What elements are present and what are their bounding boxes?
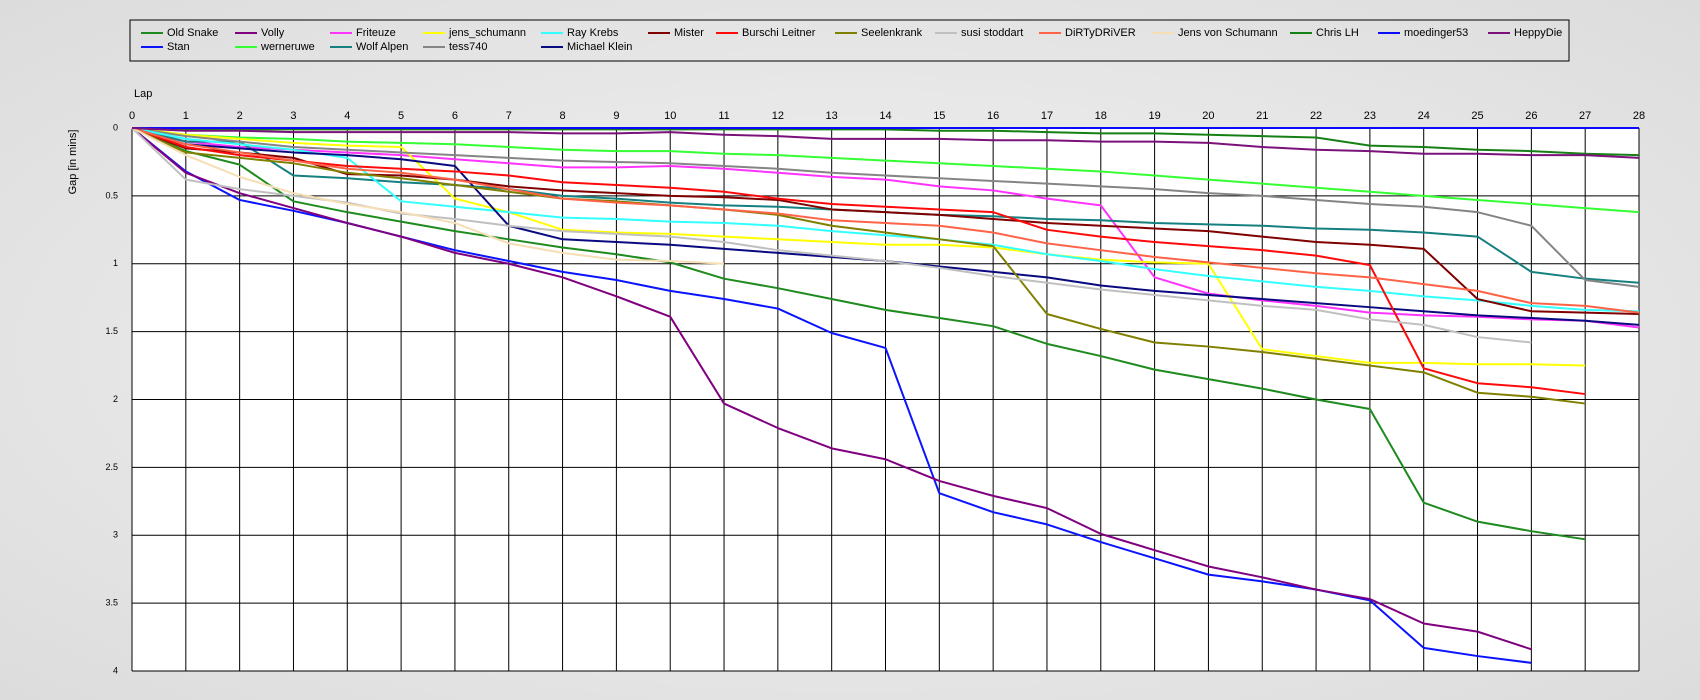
series-line	[131, 127, 1586, 405]
x-tick-label: 24	[1418, 110, 1430, 122]
legend-label: Stan	[167, 41, 190, 53]
x-tick-label: 19	[1148, 110, 1160, 122]
legend-label: werneruwe	[260, 41, 315, 53]
legend-label: HeppyDie	[1514, 27, 1562, 39]
legend-label: tess740	[449, 41, 488, 53]
legend-label: moedinger53	[1404, 27, 1468, 39]
y-tick-label: 3	[113, 530, 118, 540]
x-tick-label: 27	[1579, 110, 1591, 122]
x-tick-label: 9	[613, 110, 619, 122]
legend-label: Michael Klein	[567, 41, 632, 53]
legend-label: Volly	[261, 27, 285, 39]
y-tick-label: 0.5	[105, 190, 118, 200]
x-tick-label: 26	[1525, 110, 1537, 122]
y-tick-label: 4	[113, 665, 118, 675]
x-tick-label: 13	[826, 110, 838, 122]
legend-box	[129, 19, 1570, 62]
y-tick-label: 2.5	[105, 462, 118, 472]
x-tick-label: 8	[560, 110, 566, 122]
legend-label: jens_schumann	[448, 27, 526, 39]
x-tick-label: 25	[1471, 110, 1483, 122]
x-tick-label: 14	[879, 110, 891, 122]
legend-label: Ray Krebs	[567, 27, 619, 39]
series-line	[131, 127, 725, 265]
x-tick-label: 12	[772, 110, 784, 122]
legend-label: DiRTyDRiVER	[1065, 27, 1136, 39]
series-line	[131, 127, 1586, 396]
legend-label: Wolf Alpen	[356, 41, 408, 53]
x-tick-label: 7	[506, 110, 512, 122]
series-line	[131, 127, 1640, 159]
y-tick-label: 1.5	[105, 326, 118, 336]
series-line	[131, 127, 1640, 315]
series-line	[131, 127, 1586, 367]
series-line	[131, 127, 1532, 651]
x-tick-label: 16	[987, 110, 999, 122]
legend-label: susi stoddart	[961, 27, 1023, 39]
legend-label: Burschi Leitner	[742, 27, 816, 39]
series-line	[131, 127, 1640, 214]
x-tick-label: 23	[1364, 110, 1376, 122]
x-tick-label: 28	[1633, 110, 1645, 122]
x-tick-label: 18	[1095, 110, 1107, 122]
y-tick-label: 2	[113, 394, 118, 404]
x-tick-label: 0	[129, 110, 135, 122]
series-line	[131, 127, 1640, 288]
x-tick-label: 15	[933, 110, 945, 122]
legend: Old Snake Stan Volly werneruwe Friteuze Wolf …	[141, 27, 1562, 53]
y-tick-label: 3.5	[105, 598, 118, 608]
x-axis-label: Lap	[134, 88, 152, 100]
y-tick-label: 0	[113, 122, 118, 132]
legend-label: Seelenkrank	[861, 27, 923, 39]
series-line	[131, 127, 1640, 313]
series-line	[131, 127, 1586, 541]
x-tick-label: 1	[183, 110, 189, 122]
y-axis-label: Gap [in mins]	[67, 130, 79, 195]
y-tick-label: 1	[113, 258, 118, 268]
legend-label: Chris LH	[1316, 27, 1359, 39]
lines	[131, 127, 1640, 664]
x-tick-label: 6	[452, 110, 458, 122]
x-tick-label: 22	[1310, 110, 1322, 122]
x-tick-label: 4	[344, 110, 350, 122]
x-tick-label: 2	[237, 110, 243, 122]
x-tick-label: 17	[1041, 110, 1053, 122]
x-tick-label: 20	[1202, 110, 1214, 122]
series-line	[131, 127, 1640, 314]
legend-label: Old Snake	[167, 27, 218, 39]
x-tick-label: 21	[1256, 110, 1268, 122]
legend-label: Friteuze	[356, 27, 396, 39]
x-tick-label: 3	[290, 110, 296, 122]
series-line	[131, 127, 1640, 157]
x-tick-label: 10	[664, 110, 676, 122]
series-line	[131, 127, 1640, 329]
x-tick-label: 11	[718, 110, 729, 122]
legend-label: Jens von Schumann	[1178, 27, 1278, 39]
x-tick-label: 5	[398, 110, 404, 122]
legend-label: Mister	[674, 27, 704, 39]
